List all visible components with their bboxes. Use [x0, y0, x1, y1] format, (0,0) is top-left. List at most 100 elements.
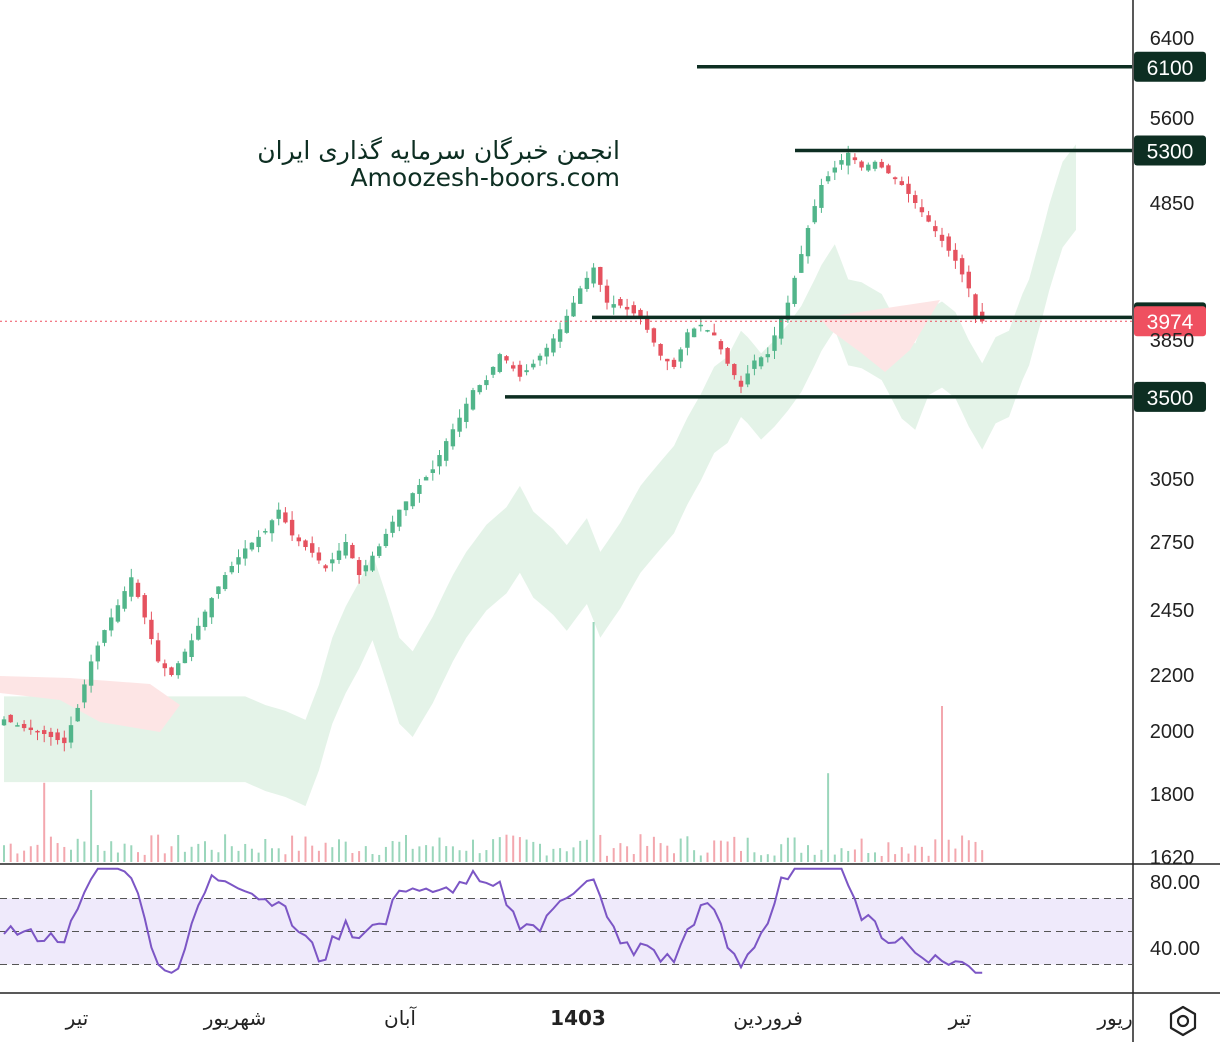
level-tag-5300: [1134, 135, 1206, 166]
candle-body: [973, 294, 978, 318]
candle-body: [15, 725, 20, 727]
volume-bar: [666, 845, 669, 862]
candle-body: [263, 531, 268, 533]
candle-body: [490, 366, 496, 375]
candle-body: [356, 560, 362, 576]
candle-body: [423, 477, 429, 481]
volume-bar: [277, 848, 280, 862]
candle-body: [946, 236, 951, 251]
candle-body: [470, 390, 476, 410]
candle-body: [497, 354, 502, 372]
price-tick-2000: 2000: [1150, 721, 1195, 743]
watermark-title: انجمن خبرگان سرمایه گذاری ایران: [257, 136, 620, 165]
rsi-tick-80: 80.00: [1150, 872, 1200, 894]
volume-bar: [599, 834, 602, 862]
candle-body: [966, 271, 971, 289]
price-tick-2450: 2450: [1150, 600, 1195, 622]
volume-bar: [572, 847, 575, 862]
volume-bar: [740, 850, 742, 862]
candle-body: [377, 546, 382, 556]
volume-bar: [425, 845, 428, 862]
candle-body: [846, 152, 851, 166]
candle-body: [718, 341, 724, 350]
volume-bar: [257, 852, 260, 862]
volume-bar: [539, 843, 541, 862]
candle-body: [229, 566, 234, 573]
candle-body: [397, 509, 402, 527]
last-price-tag: [1134, 306, 1206, 337]
rsi-tick-40: 40.00: [1150, 938, 1200, 960]
volume-bar: [686, 836, 689, 862]
candle-body: [236, 557, 241, 565]
candle-body: [343, 542, 348, 556]
price-tick-2750: 2750: [1150, 532, 1195, 554]
candle-body: [82, 684, 87, 703]
horizontal-levels[interactable]: 61005300400035003974: [0, 51, 1206, 412]
candle-body: [564, 315, 569, 333]
candle-body: [155, 640, 161, 662]
candle-body: [1, 719, 7, 726]
volume-bar: [579, 840, 582, 862]
volume-bar: [552, 848, 555, 862]
candle-body: [477, 385, 482, 393]
volume-bar: [907, 853, 910, 862]
watermark-url: Amoozesh-boors.com: [350, 163, 620, 192]
volume-bar: [780, 844, 783, 862]
volume-bar: [36, 844, 39, 862]
volume-bar: [592, 622, 595, 862]
volume-bar: [418, 846, 421, 862]
candle-body: [685, 332, 690, 348]
candle-body: [913, 195, 918, 203]
volume-bar: [63, 846, 66, 862]
volume-bar: [472, 839, 474, 862]
price-tick-4850: 4850: [1150, 193, 1195, 215]
candle-body: [196, 625, 201, 640]
volume-bar: [840, 848, 843, 862]
volume-bar: [693, 850, 696, 862]
candle-body: [779, 317, 784, 339]
candle-body: [765, 354, 770, 358]
candle-body: [35, 730, 40, 733]
volume-bar: [726, 841, 729, 862]
volume-bar: [981, 850, 984, 862]
volume-bar: [733, 836, 736, 862]
time-label-4: فروردین: [733, 1006, 803, 1030]
volume-bar: [941, 706, 943, 862]
rsi-pane: 80.00 40.00: [0, 867, 1220, 994]
volume-bar: [652, 836, 655, 862]
candle-body: [102, 630, 107, 643]
volume-bar: [250, 848, 253, 862]
time-axis: تیر شهریور آبان 1403 فروردین تیر ریور: [65, 1005, 1133, 1030]
candle-body: [430, 469, 435, 473]
volume-bar: [961, 835, 964, 862]
hexagon-settings-icon[interactable]: [1166, 1004, 1200, 1038]
price-tick-3050: 3050: [1150, 469, 1195, 491]
candle-body: [892, 177, 898, 180]
volume-bar: [793, 837, 796, 862]
volume-bar: [284, 854, 287, 862]
candle-body: [370, 555, 375, 571]
volume-bar: [458, 850, 461, 862]
volume-bar: [492, 839, 495, 862]
candle-body: [531, 363, 536, 368]
ichimoku-cloud: [0, 144, 1076, 807]
candle-body: [95, 645, 100, 662]
candle-body: [403, 501, 409, 511]
candle-body: [919, 207, 925, 213]
volume-bar: [920, 846, 923, 862]
candle-body: [410, 493, 415, 507]
volume-bar: [753, 852, 756, 862]
candle-body: [578, 288, 583, 304]
candle-body: [42, 730, 47, 734]
candle-body: [310, 543, 315, 553]
candle-body: [872, 161, 878, 169]
volume-bar: [244, 843, 247, 862]
candle-body: [417, 485, 422, 494]
candle-body: [638, 309, 643, 318]
volume-bar: [197, 843, 200, 862]
volume-bar: [9, 843, 12, 862]
candle-body: [758, 357, 764, 367]
candle-body: [551, 338, 556, 353]
candle-body: [222, 575, 228, 590]
volume-bar: [177, 834, 180, 862]
